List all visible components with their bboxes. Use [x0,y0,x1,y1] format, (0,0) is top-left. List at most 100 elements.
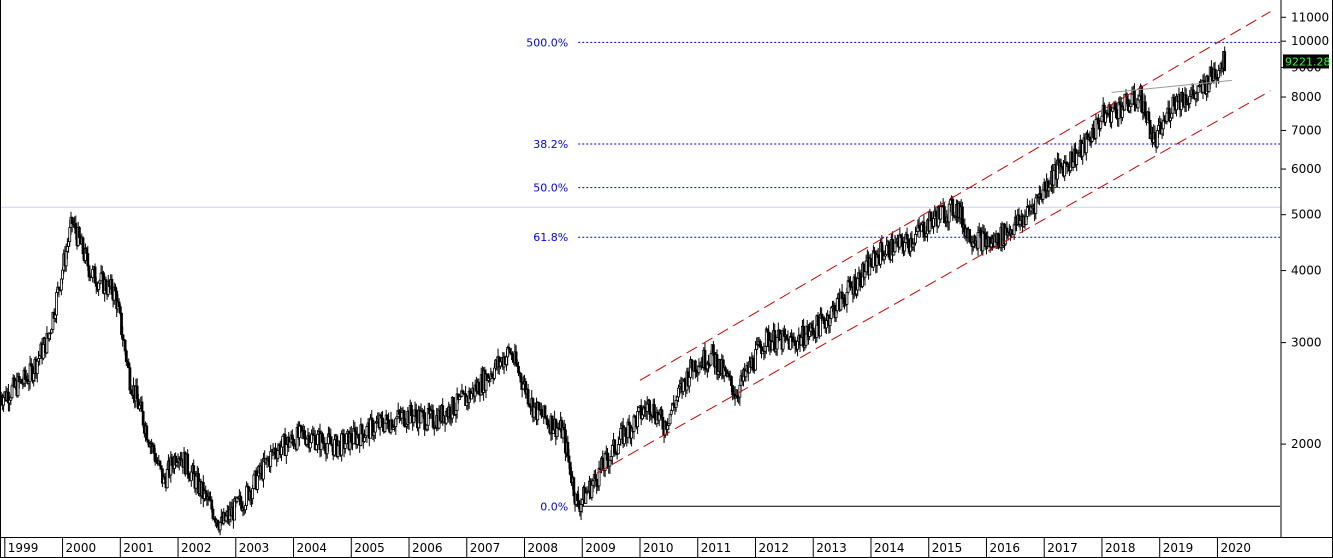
candle-body-down [192,465,196,475]
candle [568,461,572,476]
candle-body-down [1181,92,1184,103]
candle-body-up [505,356,508,366]
candle-body-up [345,433,348,445]
x-tick-label: 2018 [1105,541,1136,555]
candle-body-down [508,348,512,354]
candle-body-down [1010,229,1014,234]
candles-layer [0,46,1227,536]
last-price-badge [1283,54,1329,69]
candle-body-down [94,282,98,287]
candle-body-up [939,206,943,220]
candle-body-up [1041,189,1045,200]
candle-body-down [385,414,389,421]
candle-body-down [397,410,401,415]
candle-body-down [124,350,128,362]
candle-body-up [1110,110,1113,123]
candle-body-down [730,376,733,386]
candle-body-up [252,474,256,489]
candle-body-up [276,450,280,459]
candle-body-up [454,410,458,415]
candle-body-up [394,418,398,428]
candle-body-down [357,434,360,439]
x-tick-label: 2017 [1047,541,1078,555]
candle-body-up [65,246,69,252]
candle-body-down [210,499,214,510]
candle-body-up [1018,219,1022,225]
candle-body-up [804,333,808,346]
candle-body-up [419,410,423,424]
candle-body-up [99,272,103,282]
candle-body-up [41,343,45,359]
candle-body-down [968,229,972,243]
candle-body-down [568,461,572,475]
fib-label: 50.0% [533,182,568,195]
candle-body-up [1136,99,1140,109]
fib-label: 38.2% [533,138,568,151]
fibonacci-layer: 500.0% 38.2% 50.0% 61.8% 0.0% [526,36,1280,513]
candle-body-up [591,480,595,486]
candle-body-up [38,355,42,359]
x-tick-label: 2009 [585,541,616,555]
candle-body-up [269,451,273,467]
candle-body-up [316,433,319,446]
candle-body-up [632,415,636,432]
candle-body-down [239,495,243,504]
candle-body-up [846,280,850,293]
candle-body-up [915,231,919,235]
candle [1223,46,1227,72]
candle-body-down [601,457,605,470]
candle-body-down [353,427,357,432]
candle-body-down [490,373,494,378]
candle-body-down [595,478,599,487]
candle-body-up [911,243,915,248]
candle-body-down [648,400,652,415]
candle [968,228,972,243]
candle-body-up [333,439,336,456]
y-tick-label: 10000 [1291,34,1329,48]
candle-body-up [1052,170,1056,186]
candle-body-up [2,396,6,406]
candle-body-up [280,446,283,455]
y-tick-label: 5000 [1291,208,1322,222]
candle-body-down [906,238,910,249]
candle-body-down [1210,66,1213,77]
candle-body-up [619,428,623,440]
candle-body-down [381,417,384,427]
y-tick-label: 11000 [1291,10,1329,24]
candle-body-up [835,298,839,312]
candle-body-up [35,360,39,374]
candle [402,409,406,428]
candle-body-down [74,222,78,234]
fib-label: 500.0% [526,36,568,49]
candle-body-up [343,443,347,449]
candle-body-down [934,210,938,217]
x-tick-label: 2003 [239,541,270,555]
candle-body-down [93,266,97,284]
candle-body-up [1155,130,1159,148]
candle-body-down [567,455,571,463]
candle-body-up [1048,183,1052,188]
candle-body-up [1100,115,1104,122]
candle-body-up [1194,93,1198,100]
y-tick-label: 3000 [1291,336,1322,350]
x-tick-label: 1999 [8,541,39,555]
channel-upper-line [639,11,1271,381]
candle-body-down [785,334,789,340]
candle-body-down [961,206,964,228]
candle-body-down [87,265,91,278]
candle-body-up [675,396,679,401]
candle-body-down [576,493,579,502]
candle [452,396,455,416]
candle-body-down [905,233,909,240]
candle-body-down [1092,127,1095,139]
candle-body-up [716,371,720,375]
candle-body-down [1088,136,1092,142]
candle-body-down [140,401,144,412]
candle-body-up [400,412,404,419]
candle-body-down [942,206,946,224]
candle-body-up [1063,162,1067,177]
candle-body-down [323,443,327,451]
candle-body-up [314,444,318,450]
gray-trendline [1111,79,1232,93]
